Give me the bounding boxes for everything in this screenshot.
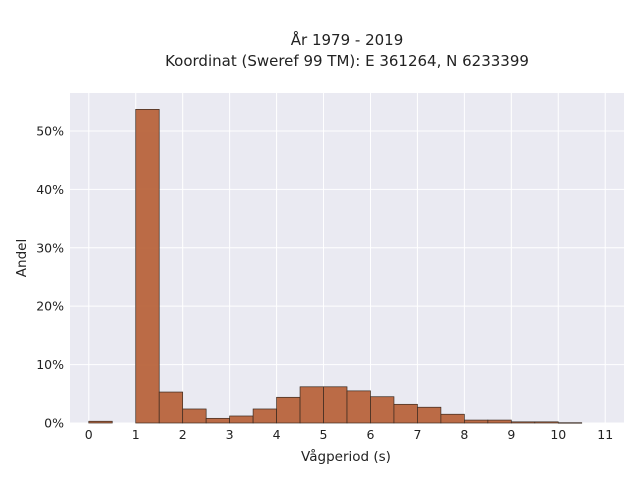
histogram-bar bbox=[464, 419, 489, 424]
x-tick-label: 9 bbox=[507, 427, 515, 442]
histogram-bar bbox=[323, 386, 348, 424]
histogram-bars bbox=[88, 109, 583, 424]
y-axis-label: Andel bbox=[14, 239, 30, 277]
x-tick-label: 11 bbox=[597, 427, 613, 442]
x-tick-label: 8 bbox=[460, 427, 468, 442]
histogram-bar bbox=[510, 421, 536, 424]
histogram-bar bbox=[299, 386, 324, 424]
histogram-bar bbox=[417, 406, 442, 424]
y-tick-label: 0% bbox=[44, 416, 64, 431]
y-tick-label: 40% bbox=[36, 182, 64, 197]
histogram-bar bbox=[229, 415, 254, 424]
histogram-bar bbox=[534, 421, 559, 424]
histogram-bar bbox=[205, 417, 230, 424]
histogram-bar bbox=[182, 408, 207, 424]
x-tick-label: 2 bbox=[179, 427, 187, 442]
x-tick-label: 7 bbox=[413, 427, 421, 442]
plot-area bbox=[70, 93, 624, 423]
histogram-bar bbox=[158, 391, 184, 424]
x-tick-label: 0 bbox=[85, 427, 93, 442]
histogram-bar bbox=[440, 413, 465, 424]
x-axis-ticks: 0 1 2 3 4 5 6 7 8 9 10 11 bbox=[85, 427, 613, 442]
x-axis-label: Vågperiod (s) bbox=[301, 448, 391, 465]
y-tick-label: 20% bbox=[36, 299, 64, 314]
y-axis-ticks: 0% 10% 20% 30% 40% 50% bbox=[36, 123, 64, 430]
y-tick-label: 10% bbox=[36, 357, 64, 372]
y-tick-label: 30% bbox=[36, 240, 64, 255]
x-tick-label: 1 bbox=[132, 427, 140, 442]
histogram-bar bbox=[370, 396, 395, 424]
histogram-bar bbox=[346, 390, 371, 424]
x-tick-label: 3 bbox=[226, 427, 234, 442]
x-tick-label: 6 bbox=[366, 427, 374, 442]
histogram-bar bbox=[557, 422, 583, 424]
histogram-bar bbox=[393, 403, 418, 424]
grid-lines bbox=[70, 93, 624, 424]
histogram-bar bbox=[135, 109, 160, 424]
y-tick-label: 50% bbox=[36, 123, 64, 138]
histogram-bar bbox=[487, 419, 512, 424]
chart-title-line-1: År 1979 - 2019 bbox=[291, 30, 404, 49]
histogram-bar bbox=[88, 420, 113, 424]
histogram-bar bbox=[252, 408, 277, 424]
histogram-bar bbox=[276, 396, 301, 424]
x-tick-label: 5 bbox=[320, 427, 328, 442]
x-tick-label: 4 bbox=[273, 427, 281, 442]
x-tick-label: 10 bbox=[550, 427, 566, 442]
chart-title-line-2: Koordinat (Sweref 99 TM): E 361264, N 62… bbox=[165, 52, 529, 70]
